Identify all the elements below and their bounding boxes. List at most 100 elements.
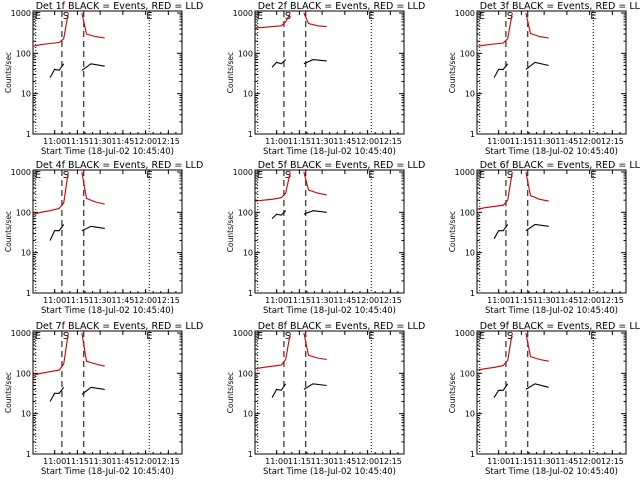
x-tick-label: 11:15 bbox=[510, 296, 533, 305]
chart-title: Det 3f BLACK = Events, RED = LLD bbox=[480, 1, 640, 12]
panel-4: Det 4f BLACK = Events, RED = LLD 1 10 100 10… bbox=[4, 160, 203, 316]
y-axis-label: Counts/sec bbox=[226, 211, 235, 252]
series-events-segment-2 bbox=[303, 59, 327, 65]
y-tick-label: 1000 bbox=[455, 329, 475, 338]
y-tick-label: 1 bbox=[248, 130, 253, 139]
series-events-segment-1 bbox=[271, 59, 287, 68]
series-lld-segment-2 bbox=[303, 12, 327, 28]
series-events-segment-2 bbox=[525, 61, 549, 70]
series-events-segment-2 bbox=[81, 63, 105, 71]
x-tick-label: 11:30 bbox=[311, 457, 334, 466]
marker-label-s: S bbox=[63, 331, 69, 342]
plot-frame bbox=[32, 330, 183, 455]
y-tick-label: 10 bbox=[465, 249, 475, 258]
y-axis-label: Counts/sec bbox=[4, 372, 13, 413]
panel-3: Det 3f BLACK = Events, RED = LLD 1 10 100 10… bbox=[448, 1, 640, 157]
y-tick-label: 100 bbox=[16, 49, 31, 58]
plot-frame bbox=[476, 10, 627, 135]
series-lld-segment-1 bbox=[477, 12, 513, 47]
marker-label-e-end: E bbox=[590, 170, 596, 181]
x-axis-label: Start Time (18-Jul-02 10:45:40) bbox=[41, 306, 174, 316]
series-lld-segment-2 bbox=[525, 12, 549, 39]
series-events-segment-1 bbox=[493, 383, 509, 398]
marker-label-e-end: E bbox=[146, 170, 152, 181]
y-tick-label: 10 bbox=[243, 410, 253, 419]
x-tick-label: 11:45 bbox=[111, 137, 134, 146]
y-tick-label: 1000 bbox=[233, 329, 253, 338]
marker-label-e-end: E bbox=[368, 170, 374, 181]
series-lld-segment-2 bbox=[81, 332, 105, 367]
series-events-segment-1 bbox=[271, 383, 287, 398]
panel-2: Det 2f BLACK = Events, RED = LLD 1 10 100 10… bbox=[226, 1, 425, 157]
series-events-segment-2 bbox=[81, 386, 105, 395]
x-tick-label: 12:15 bbox=[379, 457, 402, 466]
plot-frame bbox=[32, 10, 183, 135]
x-axis-label: Start Time (18-Jul-02 10:45:40) bbox=[485, 467, 618, 477]
series-lld-segment-2 bbox=[303, 171, 327, 196]
y-tick-label: 1 bbox=[470, 130, 475, 139]
y-tick-label: 1000 bbox=[233, 168, 253, 177]
x-axis-label: Start Time (18-Jul-02 10:45:40) bbox=[485, 147, 618, 157]
y-tick-label: 10 bbox=[21, 249, 31, 258]
y-tick-label: 1000 bbox=[455, 168, 475, 177]
y-tick-label: 1000 bbox=[11, 329, 31, 338]
series-lld-segment-1 bbox=[477, 171, 513, 210]
x-tick-label: 11:15 bbox=[66, 137, 89, 146]
x-tick-label: 11:15 bbox=[510, 457, 533, 466]
chart-title: Det 4f BLACK = Events, RED = LLD bbox=[36, 160, 204, 171]
plot-frame bbox=[476, 330, 627, 455]
panel-5: Det 5f BLACK = Events, RED = LLD 1 10 100 10… bbox=[226, 160, 425, 316]
y-axis-label: Counts/sec bbox=[448, 52, 457, 93]
x-tick-label: 11:00 bbox=[43, 296, 66, 305]
y-tick-label: 100 bbox=[460, 208, 475, 217]
plot-frame bbox=[254, 330, 405, 455]
series-lld-segment-1 bbox=[255, 12, 291, 29]
x-tick-label: 11:30 bbox=[311, 137, 334, 146]
marker-label-e-end: E bbox=[590, 11, 596, 22]
x-axis-label: Start Time (18-Jul-02 10:45:40) bbox=[263, 467, 396, 477]
y-tick-label: 100 bbox=[460, 369, 475, 378]
y-tick-label: 10 bbox=[243, 249, 253, 258]
x-axis-label: Start Time (18-Jul-02 10:45:40) bbox=[41, 147, 174, 157]
plot-frame bbox=[476, 169, 627, 294]
x-tick-label: 12:00 bbox=[578, 137, 601, 146]
x-tick-label: 11:45 bbox=[333, 457, 356, 466]
marker-label-s: S bbox=[507, 331, 513, 342]
x-tick-label: 11:00 bbox=[487, 296, 510, 305]
marker-label-s: S bbox=[507, 170, 513, 181]
series-events-segment-2 bbox=[525, 383, 549, 390]
y-tick-label: 10 bbox=[21, 90, 31, 99]
marker-label-s: S bbox=[285, 331, 291, 342]
plot-frame bbox=[254, 10, 405, 135]
marker-label-e-end: E bbox=[146, 331, 152, 342]
x-tick-label: 11:00 bbox=[43, 457, 66, 466]
y-tick-label: 100 bbox=[238, 369, 253, 378]
y-tick-label: 10 bbox=[465, 410, 475, 419]
x-axis-label: Start Time (18-Jul-02 10:45:40) bbox=[263, 147, 396, 157]
series-events-segment-1 bbox=[49, 386, 65, 402]
marker-label-e-start: E bbox=[35, 11, 41, 22]
chart-title: Det 9f BLACK = Events, RED = LLD bbox=[480, 321, 640, 332]
x-tick-label: 11:30 bbox=[533, 137, 556, 146]
x-tick-label: 11:30 bbox=[89, 457, 112, 466]
y-tick-label: 10 bbox=[21, 410, 31, 419]
marker-label-e-start: E bbox=[479, 331, 485, 342]
marker-label-e-start: E bbox=[257, 11, 263, 22]
x-tick-label: 11:15 bbox=[66, 296, 89, 305]
series-lld-segment-2 bbox=[81, 12, 105, 39]
y-axis-label: Counts/sec bbox=[448, 211, 457, 252]
y-tick-label: 100 bbox=[16, 208, 31, 217]
series-lld-segment-2 bbox=[303, 332, 327, 361]
y-tick-label: 1000 bbox=[11, 9, 31, 18]
y-tick-label: 1 bbox=[26, 130, 31, 139]
y-axis-label: Counts/sec bbox=[226, 372, 235, 413]
y-tick-label: 1000 bbox=[455, 9, 475, 18]
x-tick-label: 12:00 bbox=[578, 457, 601, 466]
x-tick-label: 11:15 bbox=[66, 457, 89, 466]
y-axis-label: Counts/sec bbox=[4, 211, 13, 252]
x-tick-label: 11:45 bbox=[333, 137, 356, 146]
series-lld-segment-2 bbox=[525, 332, 549, 362]
plot-frame bbox=[32, 169, 183, 294]
y-tick-label: 100 bbox=[460, 49, 475, 58]
